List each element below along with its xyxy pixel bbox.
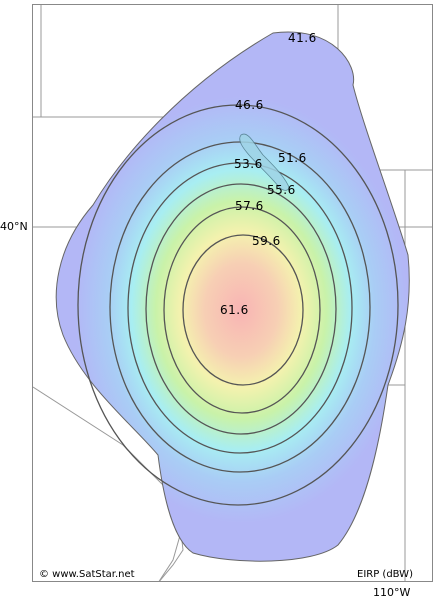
coverage-heatmap	[55, 31, 410, 562]
contour-lines	[77, 104, 399, 506]
coverage-map: 41.6 46.6 51.6 53.6 55.6 57.6 59.6 61.6 …	[32, 4, 433, 582]
contour-55-6	[145, 183, 337, 435]
credit-text: © www.SatStar.net	[39, 569, 135, 580]
contour-label-51-6: 51.6	[278, 151, 307, 165]
contour-label-46-6: 46.6	[235, 98, 264, 112]
contour-53-6	[127, 162, 353, 454]
contour-46-6	[77, 104, 399, 506]
contour-label-41-6: 41.6	[288, 31, 317, 45]
contour-label-53-6: 53.6	[234, 157, 263, 171]
contour-label-57-6: 57.6	[235, 199, 264, 213]
contour-label-61-6: 61.6	[220, 303, 249, 317]
contour-label-59-6: 59.6	[252, 234, 281, 248]
contour-59-6	[182, 234, 304, 386]
latitude-label: 40°N	[0, 220, 28, 233]
legend-unit-text: EIRP (dBW)	[357, 569, 413, 580]
longitude-label: 110°W	[373, 586, 411, 599]
lake-outline	[239, 133, 290, 191]
contour-label-55-6: 55.6	[267, 183, 296, 197]
coverage-map-svg	[33, 5, 432, 581]
contour-51-6	[109, 141, 371, 473]
contour-57-6	[163, 206, 321, 414]
